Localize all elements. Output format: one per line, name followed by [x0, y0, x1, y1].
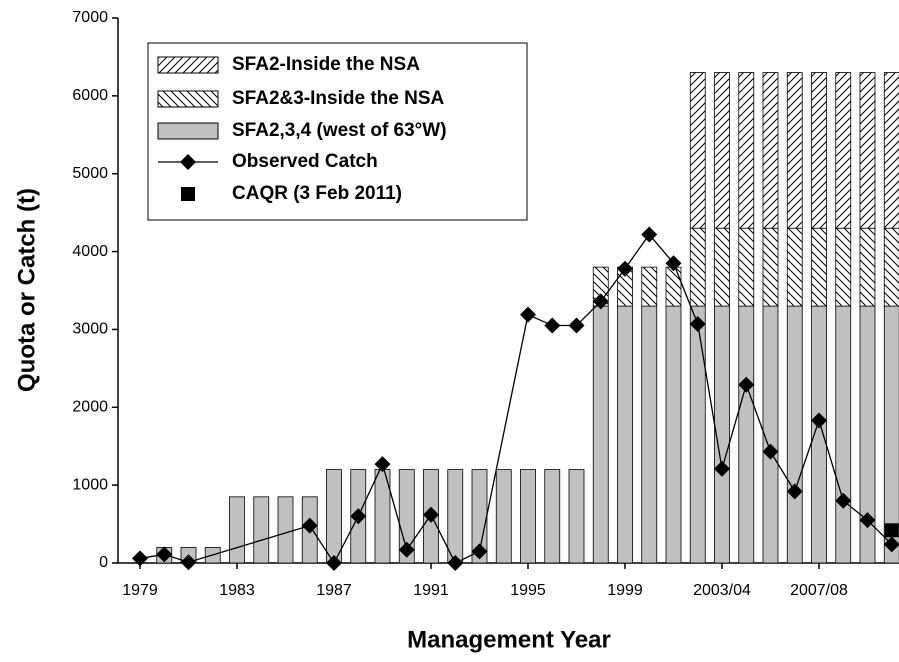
bar-segment	[835, 305, 852, 564]
legend-swatch	[157, 122, 219, 140]
y-axis-title: Quota or Catch (t)	[13, 188, 40, 392]
catch-marker	[568, 317, 585, 334]
catch-line	[139, 233, 893, 565]
catch-marker	[689, 315, 706, 332]
bar-segment	[811, 72, 827, 229]
catch-marker	[859, 512, 876, 529]
bar-segment	[447, 469, 464, 564]
catch-marker	[738, 376, 755, 393]
bar-segment	[786, 72, 803, 229]
catch-marker	[156, 546, 173, 563]
y-tick-label: 1000	[72, 476, 108, 493]
x-tick-label: 1995	[510, 582, 546, 599]
bar-segment	[544, 469, 561, 564]
bar-segment	[665, 266, 682, 307]
catch-marker	[665, 255, 682, 272]
bar-segment	[495, 469, 512, 564]
catch-marker	[520, 306, 536, 323]
bar-segment	[859, 227, 876, 307]
y-tick-label: 6000	[72, 87, 108, 104]
y-tick-label: 0	[99, 554, 108, 571]
x-tick-label: 1979	[122, 582, 158, 599]
bar-segment	[568, 469, 585, 564]
catch-marker	[301, 517, 318, 534]
y-tick-label: 4000	[72, 243, 108, 260]
catch-marker	[326, 555, 342, 571]
y-tick-label: 3000	[72, 321, 108, 338]
bar-segment	[326, 469, 342, 564]
bar-segment	[641, 305, 658, 564]
bar-segment	[786, 305, 803, 564]
catch-marker	[592, 293, 609, 310]
bar-segment	[665, 305, 682, 564]
bar-segment	[592, 305, 609, 564]
x-tick-label: 1983	[219, 582, 255, 599]
legend-swatch	[180, 154, 196, 170]
catch-marker	[786, 483, 803, 500]
bar-segment	[835, 227, 852, 307]
catch-marker	[617, 260, 633, 277]
bar-segment	[398, 469, 415, 564]
bar-segment	[883, 72, 899, 229]
bar-segment	[277, 496, 294, 564]
catch-marker	[423, 506, 439, 523]
x-axis-title: Management Year	[407, 626, 611, 653]
y-tick-label: 2000	[72, 399, 108, 416]
x-tick-label: 1991	[413, 582, 449, 599]
legend-swatch	[157, 56, 219, 74]
catch-marker	[471, 543, 488, 560]
catch-marker	[374, 456, 391, 473]
legend-swatch	[157, 90, 219, 108]
bar-segment	[811, 227, 827, 307]
catch-marker	[811, 412, 827, 429]
x-tick-label: 1999	[607, 582, 643, 599]
legend-label: SFA2&3-Inside the NSA	[232, 88, 444, 109]
x-tick-label: 2007/08	[790, 582, 848, 599]
bar-segment	[714, 227, 730, 307]
bar-segment	[229, 496, 245, 564]
bar-segment	[835, 72, 852, 229]
legend: SFA2-Inside the NSA SFA2&3-Inside the NSA…	[157, 54, 447, 204]
x-tick-label: 1987	[316, 582, 352, 599]
x-tick-label: 2003/04	[693, 582, 751, 599]
bar-segment	[762, 305, 779, 564]
y-tick-label: 7000	[72, 9, 108, 26]
bar-segment	[883, 227, 899, 307]
catch-marker	[398, 541, 415, 558]
bar-segment	[253, 496, 270, 564]
bar-segment	[738, 305, 755, 564]
bar-segment	[617, 305, 633, 564]
bar-segment	[762, 227, 779, 307]
catch-marker	[180, 554, 197, 571]
bar-segment	[714, 72, 730, 229]
catch-marker	[132, 550, 148, 567]
catch-marker	[350, 508, 367, 525]
bar-segment	[641, 266, 658, 307]
catch-marker	[641, 226, 658, 243]
legend-swatch	[181, 187, 195, 201]
catch-marker	[762, 443, 779, 460]
y-tick-label: 5000	[72, 165, 108, 182]
catch-marker	[447, 555, 464, 571]
bar-segment	[859, 72, 876, 229]
bar-segment	[738, 72, 755, 229]
legend-label: SFA2,3,4 (west of 63°W)	[232, 120, 447, 141]
legend-label: SFA2-Inside the NSA	[232, 54, 420, 75]
bar-segment	[689, 72, 706, 229]
catch-marker	[714, 460, 730, 477]
bar-segment	[738, 227, 755, 307]
catch-marker	[883, 536, 899, 553]
bar-segment	[786, 227, 803, 307]
catch-marker	[544, 317, 561, 334]
bar-segment	[762, 72, 779, 229]
legend-label: Observed Catch	[232, 151, 378, 172]
caqr-marker	[884, 523, 899, 538]
bar-segment	[689, 227, 706, 307]
legend-label: CAQR (3 Feb 2011)	[232, 183, 402, 204]
bar-segment	[520, 469, 536, 564]
bar-segment	[689, 305, 706, 564]
plot-area: 0 1000 2000 3000 4000 5000 6000 7000 1979 1983 198…	[72, 9, 899, 599]
catch-marker	[835, 492, 852, 509]
